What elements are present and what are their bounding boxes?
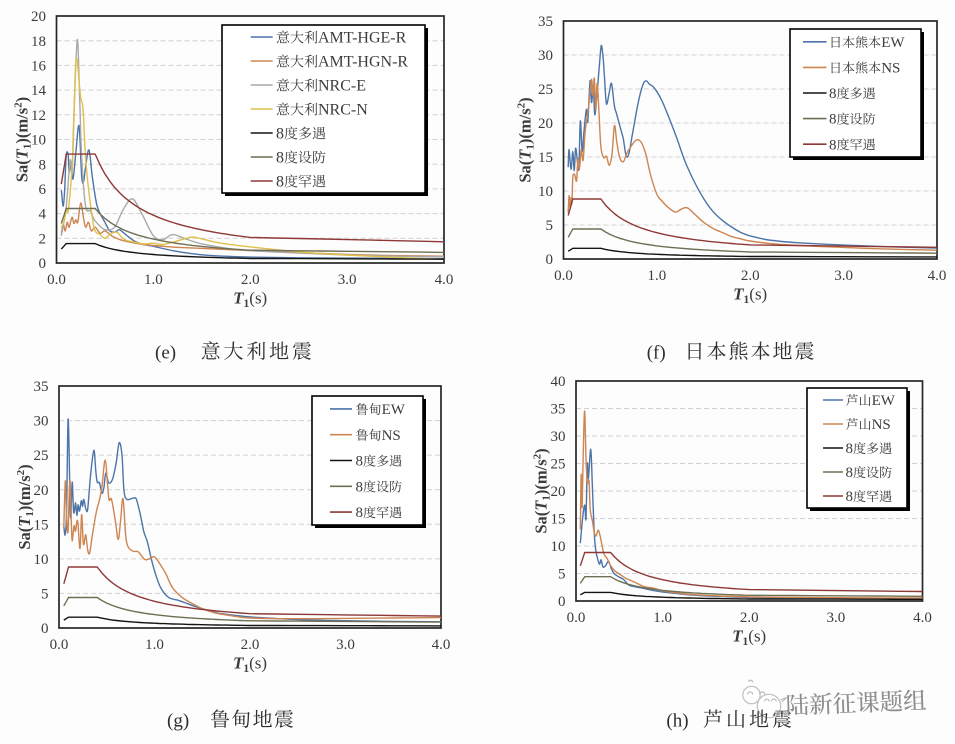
svg-text:5: 5 — [41, 587, 49, 603]
svg-text:Sa(T1)(m/s2): Sa(T1)(m/s2) — [532, 448, 553, 533]
svg-text:Sa(T1)(m/s2): Sa(T1)(m/s2) — [516, 97, 537, 182]
svg-text:8: 8 — [276, 173, 284, 190]
svg-text:8: 8 — [276, 125, 284, 142]
svg-text:0: 0 — [546, 252, 554, 268]
svg-text:T1(s): T1(s) — [733, 285, 767, 307]
svg-text:NRC-E: NRC-E — [318, 77, 366, 94]
svg-text:0.0: 0.0 — [554, 268, 573, 284]
svg-text:NRC-N: NRC-N — [318, 101, 368, 118]
svg-text:1.0: 1.0 — [145, 637, 164, 653]
svg-text:0.0: 0.0 — [567, 610, 586, 626]
svg-text:10: 10 — [34, 552, 49, 568]
svg-text:25: 25 — [551, 457, 566, 473]
svg-text:EW: EW — [872, 393, 896, 409]
svg-text:0.0: 0.0 — [50, 637, 69, 653]
svg-text:10: 10 — [551, 539, 566, 555]
svg-text:14: 14 — [31, 83, 47, 99]
svg-text:15: 15 — [538, 150, 553, 166]
svg-text:Sa(T1)(m/s2): Sa(T1)(m/s2) — [13, 97, 34, 182]
svg-text:(f): (f) — [647, 342, 666, 363]
svg-text:35: 35 — [538, 14, 553, 30]
svg-text:25: 25 — [538, 82, 553, 98]
svg-text:30: 30 — [538, 48, 553, 64]
svg-text:2.0: 2.0 — [740, 610, 759, 626]
svg-text:18: 18 — [31, 34, 46, 50]
svg-text:1.0: 1.0 — [144, 272, 163, 288]
svg-text:35: 35 — [551, 402, 566, 418]
svg-text:8: 8 — [356, 505, 364, 521]
svg-text:8: 8 — [276, 149, 284, 166]
svg-text:8: 8 — [846, 489, 854, 505]
svg-text:NS: NS — [881, 61, 900, 77]
svg-text:8: 8 — [356, 454, 364, 470]
svg-text:2: 2 — [39, 231, 47, 247]
svg-text:8: 8 — [39, 157, 47, 173]
svg-text:AMT-HGN-R: AMT-HGN-R — [318, 53, 408, 70]
svg-text:10: 10 — [538, 184, 553, 200]
svg-text:25: 25 — [34, 448, 49, 464]
svg-text:4.0: 4.0 — [435, 272, 454, 288]
svg-text:20: 20 — [538, 116, 553, 132]
svg-text:2.0: 2.0 — [241, 637, 260, 653]
svg-text:12: 12 — [31, 108, 46, 124]
svg-text:2.0: 2.0 — [241, 272, 260, 288]
svg-text:T1(s): T1(s) — [233, 289, 267, 311]
svg-text:40: 40 — [551, 374, 566, 390]
svg-text:0: 0 — [41, 621, 49, 637]
svg-text:3.0: 3.0 — [834, 268, 853, 284]
svg-text:(h): (h) — [666, 710, 688, 731]
svg-text:T1(s): T1(s) — [233, 654, 267, 676]
svg-text:3.0: 3.0 — [338, 272, 357, 288]
svg-text:5: 5 — [546, 218, 554, 234]
svg-text:(g): (g) — [167, 710, 189, 731]
svg-text:1.0: 1.0 — [653, 610, 672, 626]
svg-text:30: 30 — [34, 414, 49, 430]
svg-text:EW: EW — [881, 35, 905, 51]
svg-text:10: 10 — [31, 133, 46, 149]
svg-text:0: 0 — [39, 256, 47, 272]
svg-text:5: 5 — [558, 567, 566, 583]
svg-text:1.0: 1.0 — [648, 268, 667, 284]
svg-text:4.0: 4.0 — [928, 268, 947, 284]
svg-text:0: 0 — [558, 594, 566, 610]
svg-text:NS: NS — [872, 417, 891, 433]
svg-text:35: 35 — [34, 379, 49, 395]
svg-text:15: 15 — [34, 517, 49, 533]
svg-text:AMT-HGE-R: AMT-HGE-R — [318, 29, 407, 46]
svg-text:8: 8 — [829, 137, 837, 153]
svg-text:4.0: 4.0 — [913, 610, 932, 626]
svg-text:8: 8 — [846, 441, 854, 457]
svg-text:(e): (e) — [155, 342, 176, 363]
svg-text:8: 8 — [829, 86, 837, 102]
svg-text:EW: EW — [382, 402, 406, 418]
svg-text:16: 16 — [31, 59, 47, 75]
svg-text:20: 20 — [31, 9, 46, 25]
svg-text:6: 6 — [39, 182, 47, 198]
svg-text:Sa(T1)(m/s2): Sa(T1)(m/s2) — [15, 464, 36, 549]
svg-text:3.0: 3.0 — [827, 610, 846, 626]
svg-text:8: 8 — [356, 479, 364, 495]
svg-text:20: 20 — [34, 483, 49, 499]
svg-text:0.0: 0.0 — [47, 272, 66, 288]
svg-text:4: 4 — [39, 207, 47, 223]
svg-text:T1(s): T1(s) — [732, 627, 766, 649]
svg-text:3.0: 3.0 — [336, 637, 355, 653]
svg-text:15: 15 — [551, 512, 566, 528]
svg-text:30: 30 — [551, 429, 566, 445]
svg-text:2.0: 2.0 — [741, 268, 760, 284]
svg-text:8: 8 — [846, 465, 854, 481]
svg-text:8: 8 — [829, 112, 837, 128]
svg-text:20: 20 — [551, 484, 566, 500]
svg-text:NS: NS — [382, 428, 401, 444]
svg-text:4.0: 4.0 — [432, 637, 451, 653]
